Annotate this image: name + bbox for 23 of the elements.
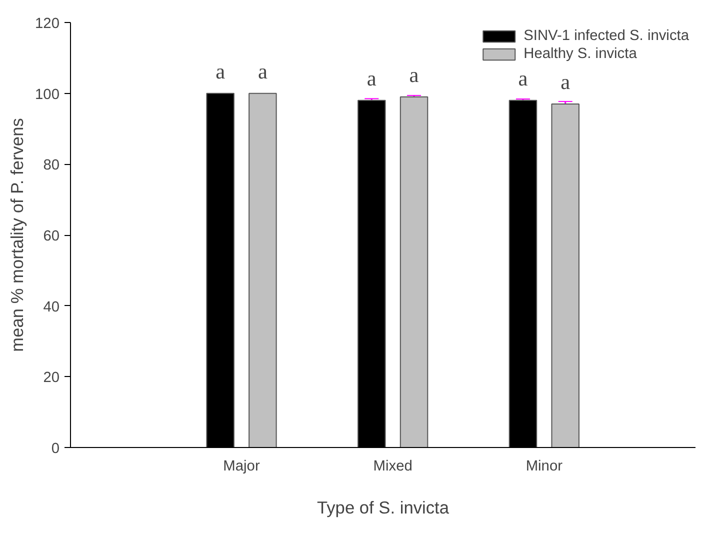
y-tick-label: 100	[35, 86, 60, 103]
y-tick-label: 120	[35, 16, 60, 32]
data-label: a	[258, 59, 268, 84]
bar	[248, 92, 277, 448]
legend-label: Healthy S. invicta	[524, 46, 637, 62]
x-tick-label: Mixed	[373, 458, 412, 474]
x-axis-title: Type of S. invicta	[317, 498, 450, 518]
legend-label: SINV-1 infected S. invicta	[524, 28, 689, 44]
data-label: a	[366, 66, 377, 90]
y-tick-label: 80	[43, 158, 60, 174]
y-tick-label: 60	[43, 228, 60, 244]
data-label: a	[409, 62, 420, 87]
bar	[400, 96, 428, 448]
data-label: a	[560, 70, 571, 94]
y-axis-title: mean % mortality of P. fervens	[7, 118, 28, 352]
y-tick-label: 20	[43, 370, 60, 386]
x-tick-label: Major	[223, 458, 260, 474]
bar	[551, 103, 580, 448]
y-tick-label: 40	[43, 299, 60, 316]
data-label: a	[216, 59, 226, 84]
x-tick-label: Minor	[526, 458, 563, 474]
y-tick-label: 0	[51, 441, 60, 457]
data-label: a	[518, 66, 528, 90]
